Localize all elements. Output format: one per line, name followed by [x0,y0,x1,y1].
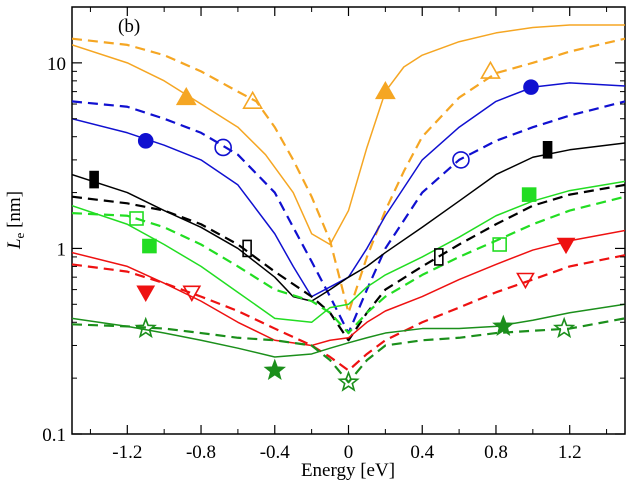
series-line-blue-dashed [72,100,625,335]
y-axis-title: Le [nm] [4,191,27,250]
marker-darkgreen-dashed [134,316,157,339]
x-tick-label: 0.8 [484,442,508,463]
y-tick-label: 10 [47,54,66,75]
y-axis-title-sub: e [12,232,27,238]
tick-layer: -1.2 -0.8 -0.4 0 0.4 0.8 1.2 0.1 1 10 [42,6,625,463]
series-line-red-dashed [72,254,625,372]
marker-darkgreen-solid [263,358,286,380]
marker-green-solid [521,187,537,202]
series-line-orange-dashed [72,37,625,314]
x-tick-label: -0.4 [260,442,291,463]
marker-darkgreen-dashed [337,370,360,392]
series-layer [72,24,625,384]
series-line-blue-solid [72,82,625,298]
marker-red-solid [556,237,576,255]
x-axis-title: Energy [eV] [301,460,395,481]
marker-black-dashed [434,248,444,266]
marker-blue-solid [137,133,154,149]
marker-red-dashed [182,285,202,302]
marker-orange-dashed [242,90,264,109]
x-tick-label: -0.8 [186,442,216,463]
x-tick-label: 0 [344,442,354,463]
marker-darkgreen-dashed [552,316,576,339]
marker-green-dashed [492,237,507,252]
series-line-black-solid [72,142,625,302]
marker-orange-solid [374,80,396,100]
marker-blue-solid [523,79,539,95]
y-axis-title-unit: [nm] [4,191,25,233]
x-tick-label: 1.2 [558,442,582,463]
marker-red-dashed [516,272,535,290]
marker-blue-dashed [214,138,232,157]
marker-blue-dashed [452,151,470,169]
marker-black-dashed [242,239,252,258]
marker-orange-dashed [480,60,501,79]
y-tick-label: 1 [57,239,67,260]
y-axis-title-main: L [4,238,25,250]
marker-black-solid [542,141,553,159]
panel-label: (b) [118,16,140,37]
marker-orange-solid [175,86,197,106]
marker-green-solid [142,238,157,254]
series-line-green-dashed [72,195,625,335]
marker-layer [89,60,576,392]
marker-red-solid [136,285,156,302]
series-line-green-solid [72,180,625,324]
marker-green-dashed [129,211,144,226]
series-line-orange-solid [72,24,625,246]
marker-black-solid [89,170,99,189]
y-tick-label: 0.1 [42,425,66,446]
marker-darkgreen-solid [492,314,515,336]
x-tick-label: 0.4 [410,442,434,463]
series-line-black-dashed [72,183,625,342]
x-tick-label: -1.2 [112,442,142,463]
